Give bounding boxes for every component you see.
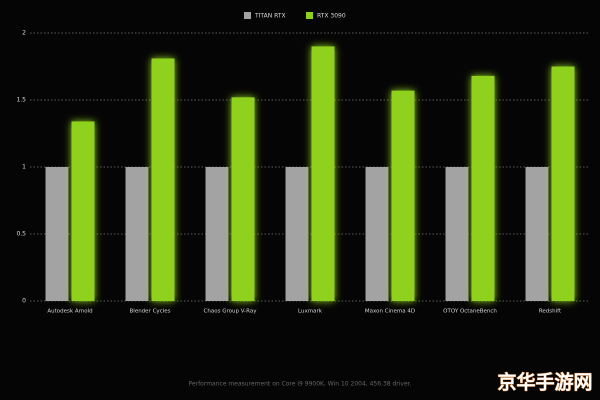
bar xyxy=(365,167,389,301)
x-tick-label: Luxmark xyxy=(298,309,323,315)
x-tick-label: Maxon Cinema 4D xyxy=(365,309,415,315)
bar xyxy=(471,75,495,301)
footnote: Performance measurement on Core i9 9900K… xyxy=(189,381,412,388)
y-tick-label: 0.5 xyxy=(16,231,26,238)
y-tick-label: 1 xyxy=(22,164,26,171)
legend-label: TITAN RTX xyxy=(254,13,286,20)
bar xyxy=(445,167,469,301)
x-tick-label: Redshift xyxy=(539,309,562,315)
bar xyxy=(391,90,415,302)
legend-swatch xyxy=(244,12,251,19)
bar xyxy=(45,167,69,301)
x-tick-label: OTOY OctaneBench xyxy=(443,309,497,315)
y-tick-label: 1.5 xyxy=(16,97,26,104)
bar xyxy=(125,167,149,301)
bar xyxy=(525,167,549,301)
watermark: 京华手游网 xyxy=(497,371,592,394)
legend-label: RTX 3090 xyxy=(317,13,346,20)
bar xyxy=(231,97,255,301)
y-tick-label: 2 xyxy=(22,30,26,37)
bar xyxy=(551,66,575,301)
y-tick-label: 0 xyxy=(22,298,26,305)
x-tick-label: Blender Cycles xyxy=(130,309,171,315)
legend-swatch xyxy=(306,12,313,19)
bar xyxy=(151,58,175,302)
bar xyxy=(205,167,229,301)
x-tick-label: Autodesk Arnold xyxy=(47,309,92,315)
x-tick-label: Chaos Group V-Ray xyxy=(204,309,258,315)
bar xyxy=(285,167,309,301)
bar xyxy=(311,46,335,302)
bar xyxy=(71,121,95,301)
